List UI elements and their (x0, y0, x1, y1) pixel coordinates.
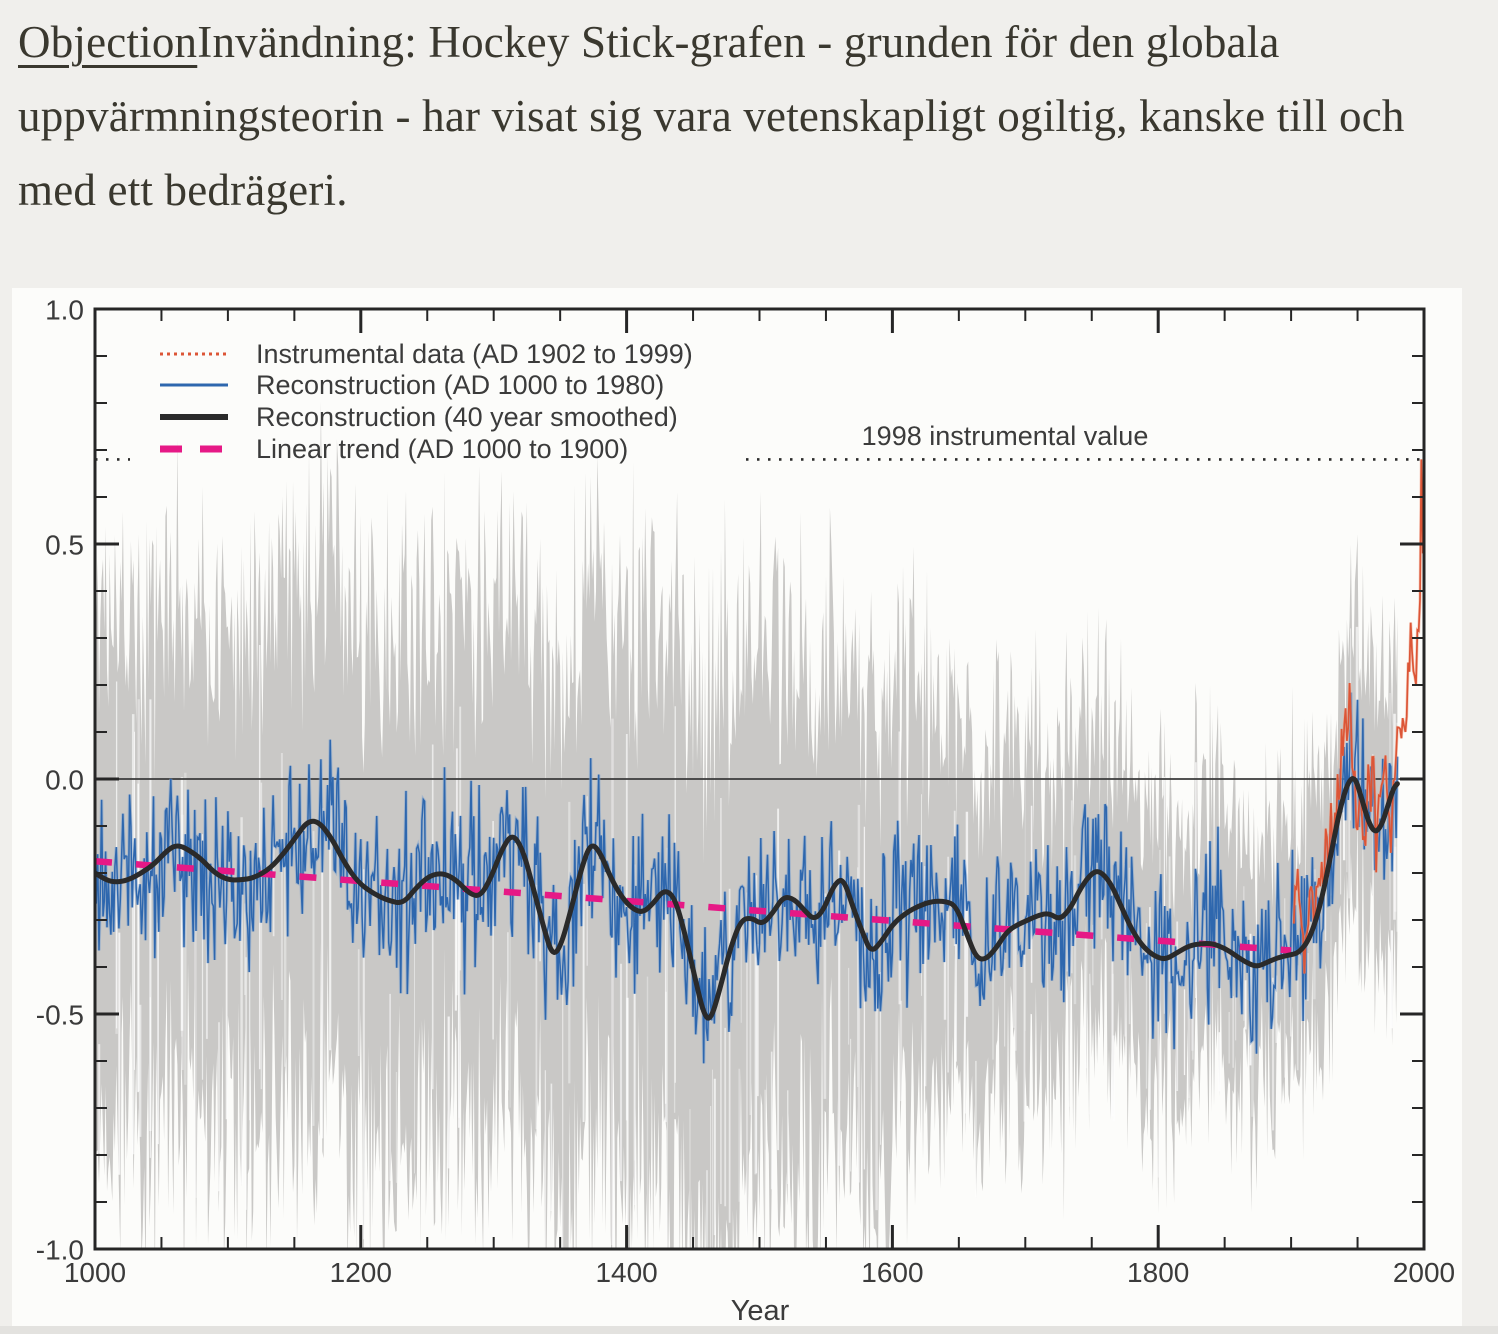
x-tick-label: 1200 (330, 1257, 392, 1288)
legend-label: Reconstruction (40 year smoothed) (256, 402, 678, 432)
legend-label: Reconstruction (AD 1000 to 1980) (256, 370, 664, 400)
reconstruction-annual-line (95, 692, 1399, 1064)
x-tick-label: 1000 (64, 1257, 126, 1288)
y-tick-label: 1.0 (45, 295, 84, 326)
objection-label: Objection (18, 17, 198, 67)
panel-bottom-edge (0, 1326, 1498, 1334)
uncertainty-band (95, 401, 1398, 1249)
legend-label: Instrumental data (AD 1902 to 1999) (256, 339, 693, 369)
x-tick-label: 2000 (1393, 1257, 1455, 1288)
x-axis-title: Year (731, 1295, 790, 1327)
x-tick-label: 1800 (1127, 1257, 1189, 1288)
legend-label: Linear trend (AD 1000 to 1900) (256, 434, 628, 464)
y-tick-label: -0.5 (36, 1000, 84, 1031)
y-tick-label: 0.0 (45, 765, 84, 796)
objection-text: Invändning: Hockey Stick-grafen - grunde… (18, 17, 1405, 215)
x-tick-label: 1600 (861, 1257, 923, 1288)
reconstruction-smoothed-line (95, 776, 1400, 1021)
x-tick-label: 1400 (595, 1257, 657, 1288)
ticks (93, 307, 1426, 1251)
plot-area (95, 401, 1424, 1249)
instrumental-line (1292, 459, 1424, 974)
linear-trend-line (95, 858, 1292, 954)
y-tick-label: -1.0 (36, 1235, 84, 1266)
objection-paragraph: ObjectionInvändning: Hockey Stick-grafen… (18, 6, 1418, 227)
y-tick-label: 0.5 (45, 530, 84, 561)
annotation-label: 1998 instrumental value (862, 421, 1149, 451)
